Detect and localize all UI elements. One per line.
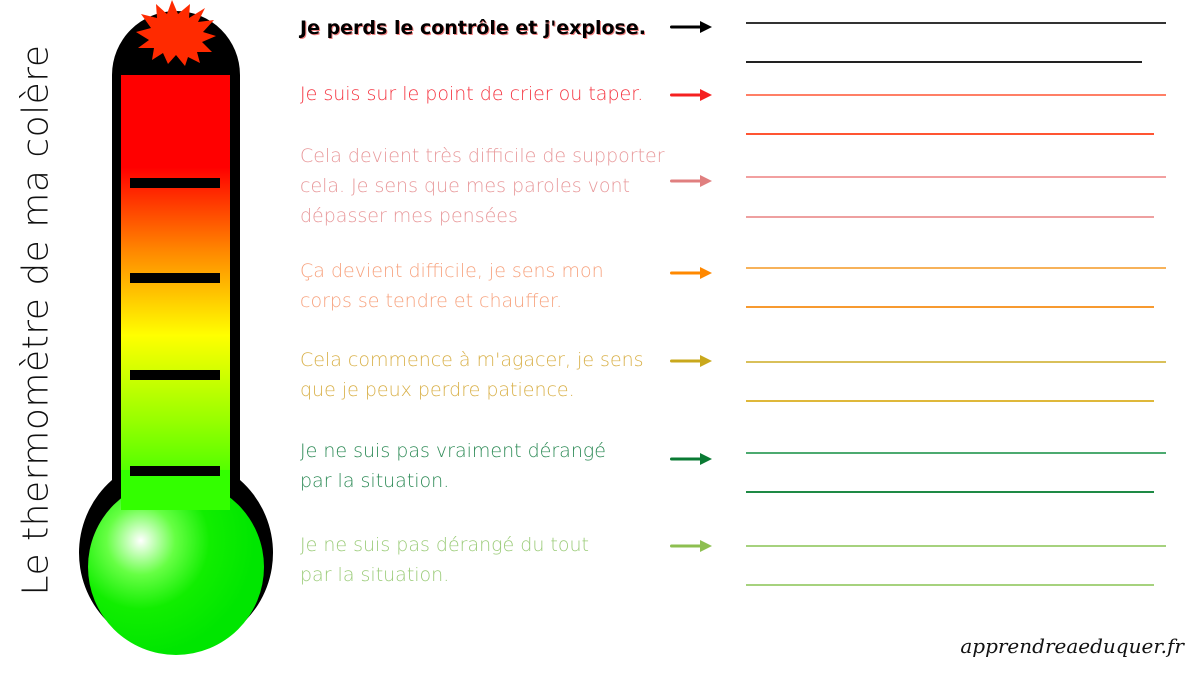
level-line: par la situation. bbox=[300, 564, 450, 586]
arrow-right-icon bbox=[670, 453, 712, 465]
arrow-right-icon bbox=[670, 21, 712, 33]
level-6-text: Je suis sur le point de crier ou taper. bbox=[300, 79, 680, 109]
level-line: que je peux perdre patience. bbox=[300, 379, 575, 401]
level-line: Je perds le contrôle et j'explose. bbox=[300, 17, 646, 39]
brand-watermark: apprendreaeduquer.fr bbox=[960, 634, 1184, 658]
arrow-right-icon bbox=[670, 267, 712, 279]
level-4-text: Ça devient difficile, je sens mon corps … bbox=[300, 256, 680, 316]
writing-line[interactable] bbox=[746, 584, 1154, 586]
writing-line[interactable] bbox=[746, 216, 1154, 218]
writing-line[interactable] bbox=[746, 491, 1154, 493]
level-5-text: Cela devient très difficile de supporter… bbox=[300, 141, 680, 231]
arrow-right-icon bbox=[670, 540, 712, 552]
level-line: dépasser mes pensées bbox=[300, 205, 518, 227]
level-line: Je suis sur le point de crier ou taper. bbox=[300, 83, 644, 105]
writing-line[interactable] bbox=[746, 306, 1154, 308]
level-line: Je ne suis pas vraiment dérangé bbox=[300, 440, 606, 462]
arrow-right-icon bbox=[670, 355, 712, 367]
writing-line[interactable] bbox=[746, 22, 1166, 24]
writing-line[interactable] bbox=[746, 267, 1166, 269]
level-line: Je ne suis pas dérangé du tout bbox=[300, 534, 589, 556]
arrow-right-icon bbox=[670, 89, 712, 101]
writing-line[interactable] bbox=[746, 176, 1166, 178]
writing-line[interactable] bbox=[746, 61, 1142, 63]
writing-line[interactable] bbox=[746, 545, 1166, 547]
writing-line[interactable] bbox=[746, 452, 1166, 454]
level-line: Ça devient difficile, je sens mon bbox=[300, 260, 604, 282]
writing-line[interactable] bbox=[746, 400, 1154, 402]
level-line: Cela devient très difficile de supporter bbox=[300, 145, 665, 167]
level-7-text: Je perds le contrôle et j'explose. bbox=[300, 13, 680, 43]
level-line: par la situation. bbox=[300, 470, 450, 492]
level-1-text: Je ne suis pas dérangé du tout par la si… bbox=[300, 530, 680, 590]
level-2-text: Je ne suis pas vraiment dérangé par la s… bbox=[300, 436, 680, 496]
level-3-text: Cela commence à m'agacer, je sens que je… bbox=[300, 345, 680, 405]
level-line: Cela commence à m'agacer, je sens bbox=[300, 349, 644, 371]
level-line: cela. Je sens que mes paroles vont bbox=[300, 175, 630, 197]
writing-line[interactable] bbox=[746, 94, 1166, 96]
writing-line[interactable] bbox=[746, 133, 1154, 135]
arrow-right-icon bbox=[670, 175, 712, 187]
thermometer-icon bbox=[79, 0, 273, 655]
writing-line[interactable] bbox=[746, 361, 1166, 363]
level-line: corps se tendre et chauffer. bbox=[300, 290, 563, 312]
